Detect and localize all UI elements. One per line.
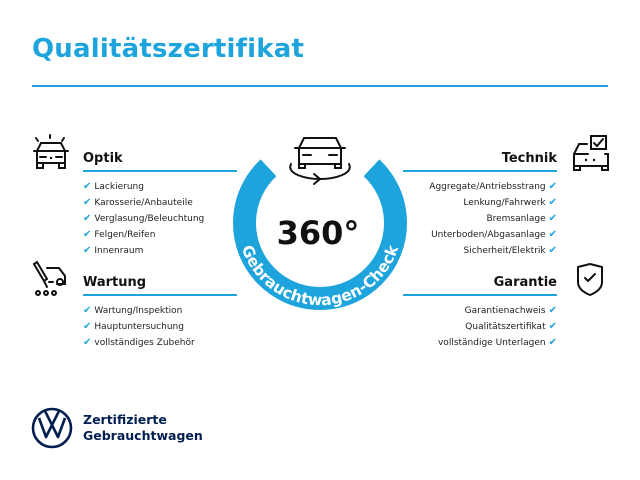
section-heading-technik: Technik (501, 151, 557, 166)
list-item: ✔ Innenraum (83, 245, 144, 256)
check-icon: ✔ (83, 197, 92, 208)
shield-check-icon (577, 263, 603, 296)
car-rotate-icon (289, 137, 351, 185)
check-icon: ✔ (83, 245, 92, 256)
brand-name: Zertifizierte Gebrauchtwagen (83, 412, 203, 444)
check-icon: ✔ (83, 213, 92, 224)
car-checkbox-icon (573, 135, 609, 171)
list-item: Sicherheit/Elektrik ✔ (463, 245, 557, 256)
check-icon: ✔ (83, 229, 92, 240)
check-icon: ✔ (83, 181, 92, 192)
list-item: Garantienachweis ✔ (464, 305, 557, 316)
check-icon: ✔ (548, 213, 557, 224)
list-item: ✔ Lackierung (83, 181, 144, 192)
brand-line-1: Zertifizierte (83, 412, 167, 427)
vw-logo (31, 407, 73, 449)
section-divider (403, 294, 557, 296)
list-item: Unterboden/Abgasanlage ✔ (431, 229, 557, 240)
list-item: ✔ Wartung/Inspektion (83, 305, 183, 316)
degrees-label: 360° (277, 214, 360, 252)
section-heading-optik: Optik (83, 151, 123, 166)
list-item: ✔ vollständiges Zubehör (83, 337, 195, 348)
list-item: Lenkung/Fahrwerk ✔ (463, 197, 557, 208)
section-heading-wartung: Wartung (83, 275, 147, 290)
list-item: ✔ Verglasung/Beleuchtung (83, 213, 205, 224)
list-item: Qualitätszertifikat ✔ (465, 321, 557, 332)
check-icon: ✔ (83, 337, 92, 348)
check-icon: ✔ (83, 321, 92, 332)
list-item: ✔ Karosserie/Anbauteile (83, 197, 193, 208)
360-check-badge: Gebrauchtwagen-Check 360° (233, 137, 407, 310)
ring-arc (233, 159, 407, 310)
brand-line-2: Gebrauchtwagen (83, 428, 203, 443)
tools-car-icon (32, 260, 66, 296)
check-icon: ✔ (548, 321, 557, 332)
list-item: Bremsanlage ✔ (486, 213, 557, 224)
page-title: Qualitätszertifikat (32, 34, 305, 64)
wartung-list: ✔ Wartung/Inspektion ✔ Hauptuntersuchung ✔… (83, 303, 195, 351)
garantie-list: Garantienachweis ✔ Qualitätszertifikat ✔ v… (438, 303, 557, 351)
check-icon: ✔ (548, 245, 557, 256)
car-lights-icon (33, 134, 69, 169)
check-icon: ✔ (548, 337, 557, 348)
list-item: Aggregate/Antriebsstrang ✔ (429, 181, 557, 192)
section-divider (83, 170, 237, 172)
section-divider (403, 170, 557, 172)
check-icon: ✔ (83, 305, 92, 316)
technik-list: Aggregate/Antriebsstrang ✔ Lenkung/Fahrwe… (429, 179, 557, 259)
check-icon: ✔ (548, 197, 557, 208)
check-icon: ✔ (548, 305, 557, 316)
check-icon: ✔ (548, 181, 557, 192)
title-divider (32, 85, 608, 87)
section-divider (83, 294, 237, 296)
optik-list: ✔ Lackierung ✔ Karosserie/Anbauteile ✔ Verg… (83, 179, 204, 259)
list-item: ✔ Felgen/Reifen (83, 229, 156, 240)
list-item: ✔ Hauptuntersuchung (83, 321, 184, 332)
list-item: vollständige Unterlagen ✔ (437, 337, 557, 348)
section-heading-garantie: Garantie (493, 275, 557, 290)
check-icon: ✔ (548, 229, 557, 240)
